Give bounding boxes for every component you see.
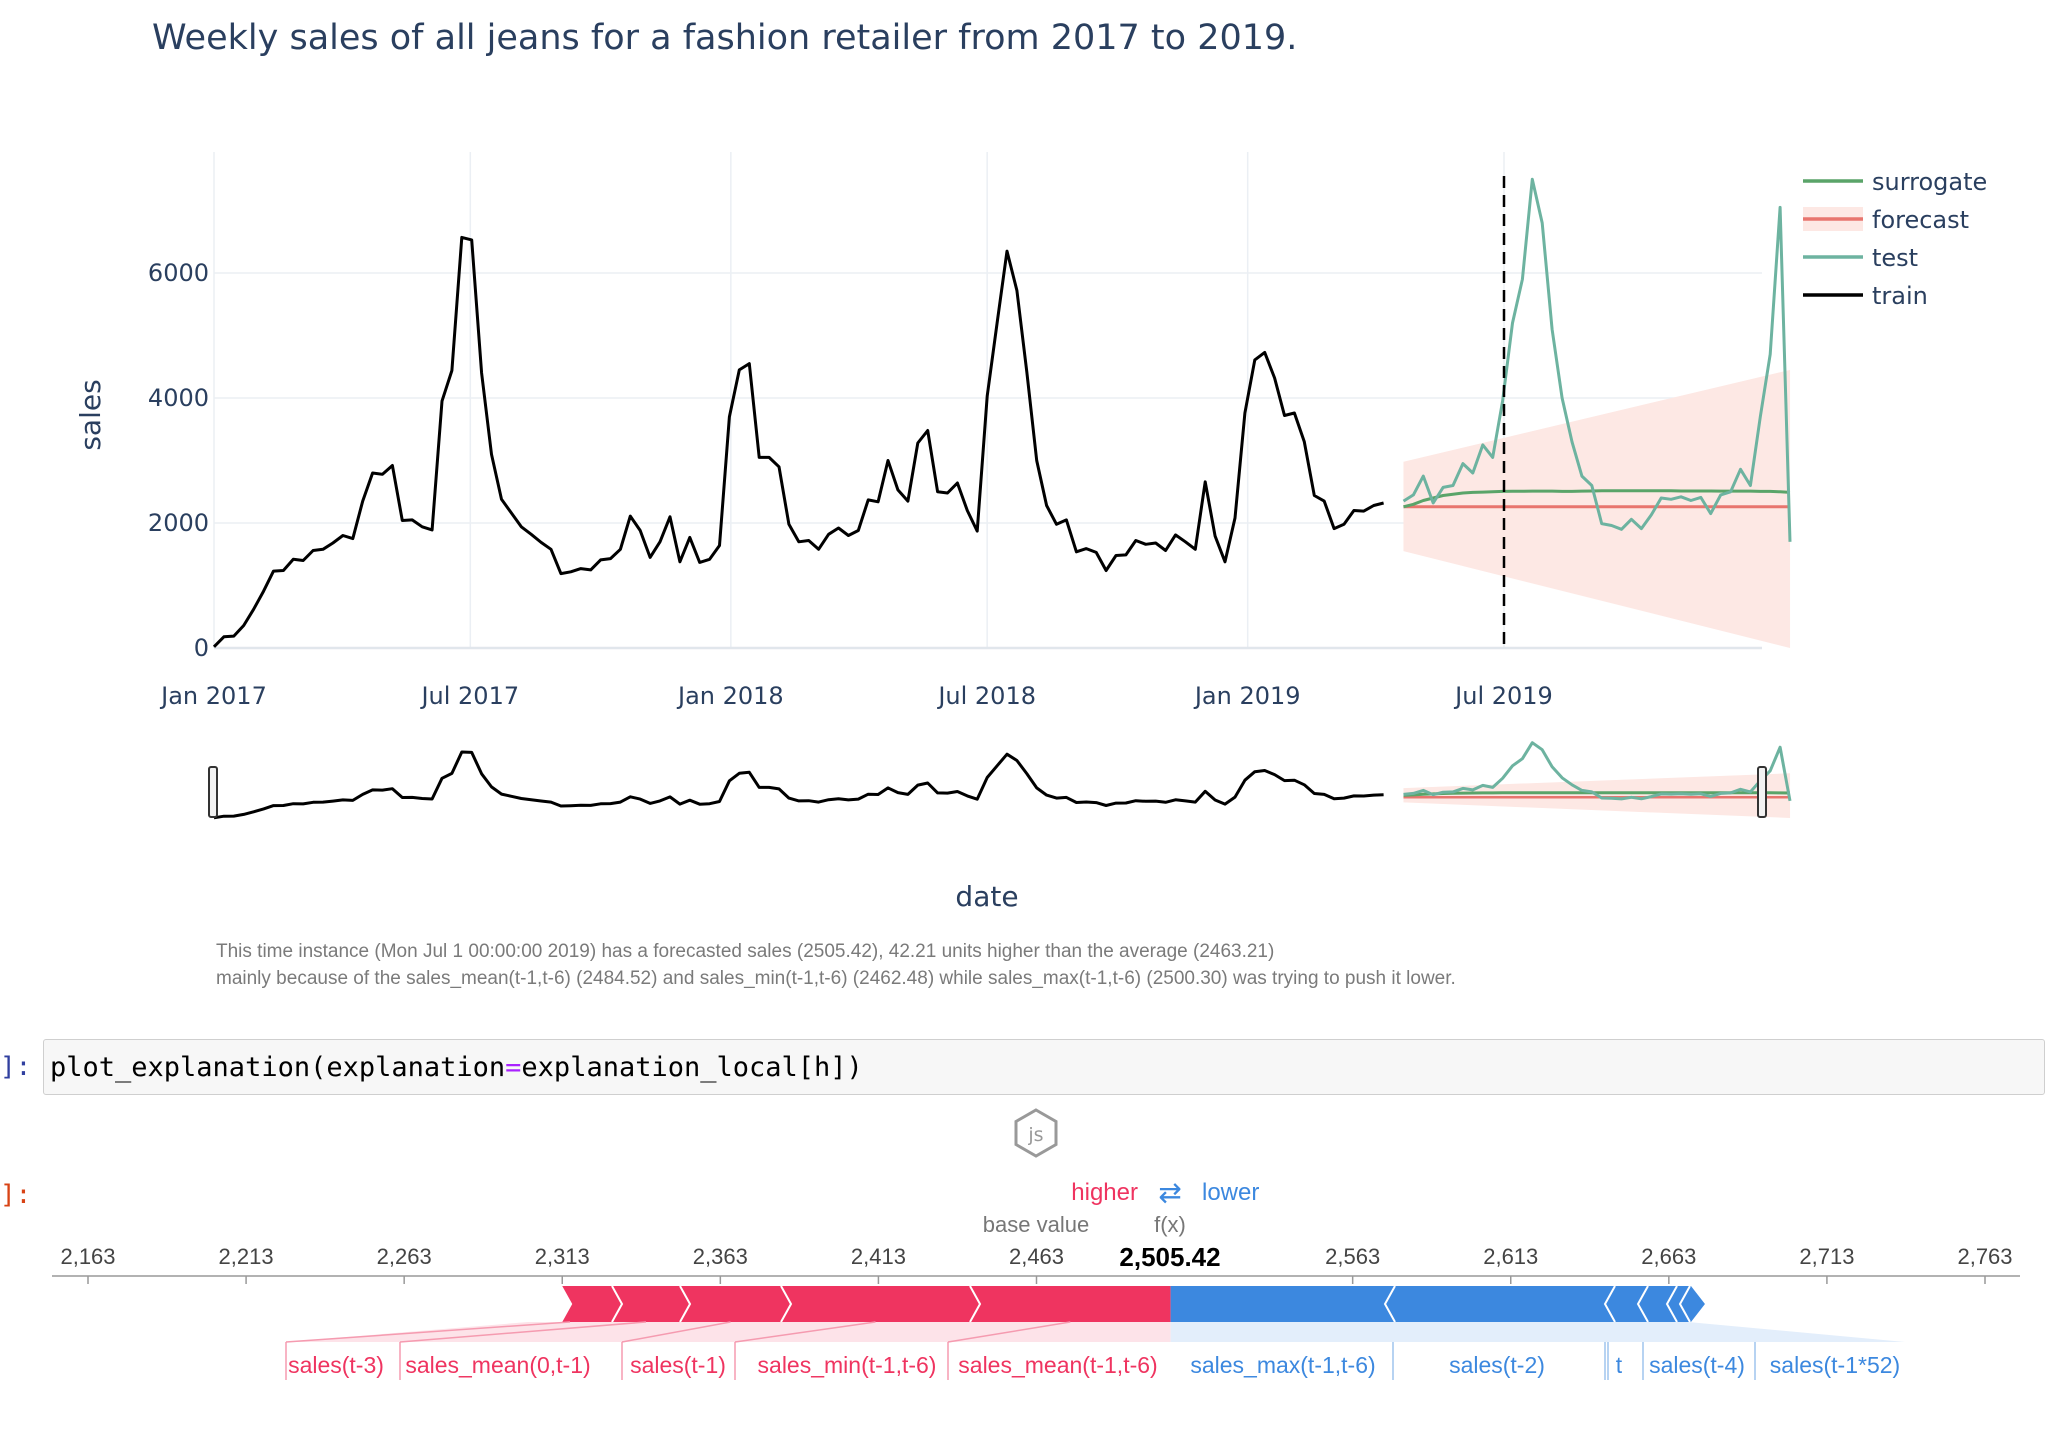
- slider-handle-right[interactable]: [1757, 766, 1767, 818]
- positive-segment-divider: [529, 1285, 542, 1323]
- output-value: 2,505.42: [1119, 1242, 1220, 1272]
- swap-arrows-icon: ⇄: [1158, 1176, 1181, 1209]
- legend-label-surrogate: surrogate: [1872, 168, 1987, 196]
- higher-label: higher: [1071, 1179, 1138, 1206]
- negative-segment-divider: [1678, 1285, 1691, 1323]
- legend-item-train[interactable]: train: [1803, 282, 1928, 310]
- feature-label-negative: sales(t-1*52): [1770, 1352, 1900, 1378]
- cell-prompt: ]:: [0, 1052, 32, 1082]
- code-operator: =: [505, 1052, 522, 1083]
- chart-legend[interactable]: surrogate forecast test train: [1803, 168, 1987, 310]
- surrogate-line: [1403, 489, 1791, 509]
- code-text[interactable]: plot_explanation(explanation=explanation…: [50, 1052, 863, 1083]
- force-axis-tick-label: 2,313: [535, 1244, 590, 1269]
- feature-label-negative: sales_max(t-1,t-6): [1190, 1352, 1375, 1378]
- y-tick-label: 0: [194, 634, 209, 662]
- chart-title: Weekly sales of all jeans for a fashion …: [152, 18, 1298, 58]
- force-axis-tick-label: 2,563: [1325, 1244, 1380, 1269]
- negative-segment-divider: [1665, 1285, 1678, 1323]
- y-tick-label: 4000: [148, 384, 209, 412]
- force-axis-tick-label: 2,263: [377, 1244, 432, 1269]
- feature-label-positive: sales(t-1): [630, 1352, 726, 1378]
- positive-segment-divider: [611, 1285, 624, 1323]
- output-prompt: ]:: [0, 1180, 32, 1210]
- force-axis-tick-label: 2,213: [219, 1244, 274, 1269]
- positive-segment-divider: [540, 1285, 553, 1323]
- feature-connector: [399, 1321, 647, 1343]
- feature-label-positive: sales_mean(t-1,t-6): [958, 1352, 1157, 1378]
- force-axis-tick-label: 2,413: [851, 1244, 906, 1269]
- lower-label: lower: [1202, 1179, 1259, 1206]
- positive-segment-divider: [679, 1285, 692, 1323]
- feature-label-positive: sales_min(t-1,t-6): [758, 1352, 937, 1378]
- force-axis-tick-label: 2,713: [1799, 1244, 1854, 1269]
- negative-segment-divider: [1383, 1285, 1396, 1323]
- code-suffix: explanation_local[h]): [521, 1052, 863, 1083]
- feature-connector: [734, 1321, 876, 1343]
- x-axis-label: date: [955, 880, 1018, 913]
- positive-segment-divider: [519, 1285, 532, 1323]
- feature-label-negative: sales(t-2): [1449, 1352, 1545, 1378]
- positive-segment-divider: [969, 1285, 982, 1323]
- code-prefix: plot_explanation(explanation: [50, 1052, 506, 1083]
- legend-item-surrogate[interactable]: surrogate: [1803, 168, 1987, 196]
- negative-segment-divider: [1636, 1285, 1649, 1323]
- x-tick-label: Jul 2017: [419, 682, 519, 710]
- legend-item-test[interactable]: test: [1803, 244, 1918, 272]
- negative-fan: [1170, 1322, 1905, 1342]
- feature-label-positive: sales_mean(0,t-1): [405, 1352, 590, 1378]
- force-axis-tick-label: 2,663: [1641, 1244, 1696, 1269]
- feature-label-negative: t: [1616, 1352, 1623, 1378]
- fx-label: f(x): [1154, 1212, 1186, 1237]
- base-value-label: base value: [983, 1212, 1089, 1237]
- x-tick-label: Jul 2018: [936, 682, 1036, 710]
- force-axis-tick-label: 2,463: [1009, 1244, 1064, 1269]
- explanation-line-2: mainly because of the sales_mean(t-1,t-6…: [216, 968, 1456, 989]
- legend-label-forecast: forecast: [1872, 206, 1969, 234]
- range-slider[interactable]: [208, 741, 1792, 820]
- force-axis-tick-label: 2,363: [693, 1244, 748, 1269]
- negative-bar: [1170, 1286, 1705, 1322]
- slider-handle-left[interactable]: [208, 766, 218, 818]
- legend-label-test: test: [1872, 244, 1918, 272]
- positive-segment-divider: [780, 1285, 793, 1323]
- explanation-line-1: This time instance (Mon Jul 1 00:00:00 2…: [216, 941, 1275, 962]
- feature-connector: [285, 1321, 571, 1343]
- slider-train-line: [213, 750, 1384, 820]
- js-badge-icon: js: [1014, 1108, 1058, 1158]
- y-tick-label: 6000: [148, 259, 209, 287]
- legend-item-forecast[interactable]: forecast: [1803, 206, 1969, 234]
- x-tick-label: Jan 2019: [1193, 682, 1301, 710]
- force-axis: 2,163 2,213 2,263 2,313 2,363 2,413 2,463 2,563…: [52, 1244, 2020, 1284]
- x-tick-label: Jul 2019: [1453, 682, 1553, 710]
- force-axis-tick-label: 2,613: [1483, 1244, 1538, 1269]
- feature-connector: [621, 1321, 731, 1343]
- x-tick-label: Jan 2017: [159, 682, 267, 710]
- feature-labels: sales(t-3) sales_mean(0,t-1) sales(t-1) sal…: [285, 1321, 1900, 1380]
- force-axis-tick-label: 2,163: [60, 1244, 115, 1269]
- y-tick-label: 2000: [148, 509, 209, 537]
- feature-label-positive: sales(t-3): [288, 1352, 384, 1378]
- force-axis-tick-label: 2,763: [1957, 1244, 2012, 1269]
- slider-test-line: [1403, 741, 1792, 802]
- js-badge-label: js: [1027, 1124, 1043, 1146]
- chart-axes: Jan 2017 Jul 2017 Jan 2018 Jul 2018 Jan 2019…: [148, 259, 1553, 710]
- force-bars: [286, 1285, 1905, 1342]
- code-cell[interactable]: plot_explanation(explanation=explanation…: [43, 1039, 2045, 1095]
- positive-bar: [562, 1286, 1171, 1322]
- train-line: [212, 235, 1384, 648]
- feature-label-negative: sales(t-4): [1649, 1352, 1745, 1378]
- force-plot[interactable]: higher ⇄ lower base value f(x) 2,163 2,21…: [0, 1160, 2068, 1456]
- x-tick-label: Jan 2018: [676, 682, 784, 710]
- series-lines: [212, 176, 1792, 650]
- test-line: [1402, 177, 1792, 542]
- negative-segment-divider: [1603, 1285, 1616, 1323]
- legend-label-train: train: [1872, 282, 1928, 310]
- sales-chart[interactable]: Jan 2017 Jul 2017 Jan 2018 Jul 2018 Jan 2019…: [0, 0, 2068, 930]
- y-axis-label: sales: [74, 379, 107, 450]
- positive-segment-divider: [551, 1285, 564, 1323]
- feature-connector: [947, 1321, 1071, 1343]
